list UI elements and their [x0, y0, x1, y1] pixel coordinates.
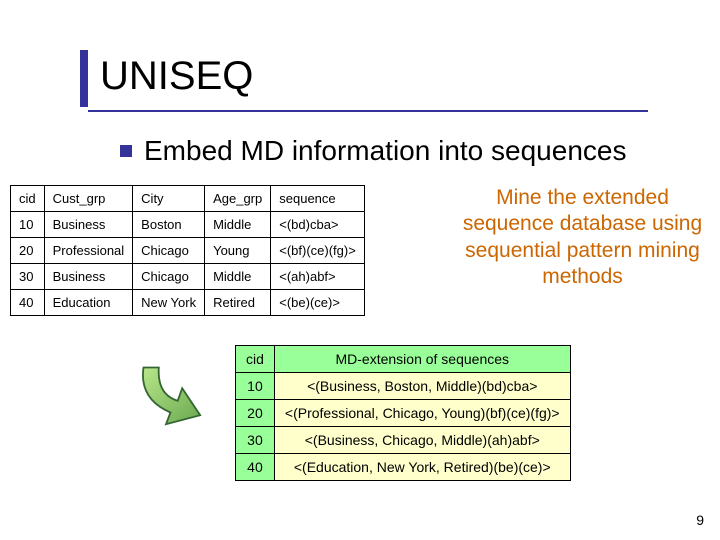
table-row: 10 <(Business, Boston, Middle)(bd)cba> — [236, 373, 571, 400]
result-table: cid MD-extension of sequences 10 <(Busin… — [235, 345, 571, 481]
table-row: 20 <(Professional, Chicago, Young)(bf)(c… — [236, 400, 571, 427]
col-header: MD-extension of sequences — [274, 346, 570, 373]
side-note: Mine the extended sequence database usin… — [455, 185, 710, 290]
col-header: Cust_grp — [44, 186, 133, 212]
cell: 10 — [236, 373, 275, 400]
cell: <(Business, Chicago, Middle)(ah)abf> — [274, 427, 570, 454]
page-number: 9 — [696, 512, 704, 528]
cell: 20 — [11, 238, 45, 264]
cell: <(Business, Boston, Middle)(bd)cba> — [274, 373, 570, 400]
col-header: cid — [11, 186, 45, 212]
table-row: 30 Business Chicago Middle <(ah)abf> — [11, 264, 365, 290]
cell: 40 — [236, 454, 275, 481]
cell: <(ah)abf> — [271, 264, 365, 290]
cell: Young — [205, 238, 271, 264]
cell: 40 — [11, 290, 45, 316]
cell: <(bd)cba> — [271, 212, 365, 238]
cell: Professional — [44, 238, 133, 264]
table-header-row: cid Cust_grp City Age_grp sequence — [11, 186, 365, 212]
source-table: cid Cust_grp City Age_grp sequence 10 Bu… — [10, 185, 365, 316]
bullet-row: Embed MD information into sequences — [120, 135, 626, 167]
cell: 30 — [11, 264, 45, 290]
cell: <(bf)(ce)(fg)> — [271, 238, 365, 264]
col-header: Age_grp — [205, 186, 271, 212]
table-row: 20 Professional Chicago Young <(bf)(ce)(… — [11, 238, 365, 264]
slide-title: UNISEQ — [100, 50, 253, 107]
table-row: 10 Business Boston Middle <(bd)cba> — [11, 212, 365, 238]
cell: <(Professional, Chicago, Young)(bf)(ce)(… — [274, 400, 570, 427]
cell: 10 — [11, 212, 45, 238]
cell: Middle — [205, 212, 271, 238]
curved-arrow-icon — [130, 345, 220, 435]
cell: Business — [44, 264, 133, 290]
table-header-row: cid MD-extension of sequences — [236, 346, 571, 373]
cell: Middle — [205, 264, 271, 290]
col-header: cid — [236, 346, 275, 373]
title-block: UNISEQ — [80, 50, 253, 107]
cell: Chicago — [133, 238, 205, 264]
cell: Education — [44, 290, 133, 316]
bullet-square-icon — [120, 145, 132, 157]
title-underline — [88, 110, 648, 112]
cell: Boston — [133, 212, 205, 238]
cell: Retired — [205, 290, 271, 316]
cell: <(Education, New York, Retired)(be)(ce)> — [274, 454, 570, 481]
cell: Business — [44, 212, 133, 238]
col-header: sequence — [271, 186, 365, 212]
title-accent-bar — [80, 50, 88, 107]
bullet-text: Embed MD information into sequences — [144, 135, 626, 167]
cell: <(be)(ce)> — [271, 290, 365, 316]
table-row: 40 <(Education, New York, Retired)(be)(c… — [236, 454, 571, 481]
cell: 20 — [236, 400, 275, 427]
table-row: 40 Education New York Retired <(be)(ce)> — [11, 290, 365, 316]
table-row: 30 <(Business, Chicago, Middle)(ah)abf> — [236, 427, 571, 454]
cell: 30 — [236, 427, 275, 454]
cell: Chicago — [133, 264, 205, 290]
col-header: City — [133, 186, 205, 212]
cell: New York — [133, 290, 205, 316]
